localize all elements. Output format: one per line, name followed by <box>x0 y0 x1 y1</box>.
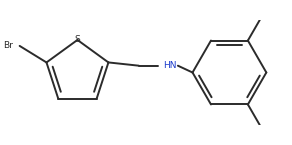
Text: S: S <box>74 35 80 44</box>
Text: HN: HN <box>163 61 176 70</box>
Text: Br: Br <box>3 41 13 50</box>
